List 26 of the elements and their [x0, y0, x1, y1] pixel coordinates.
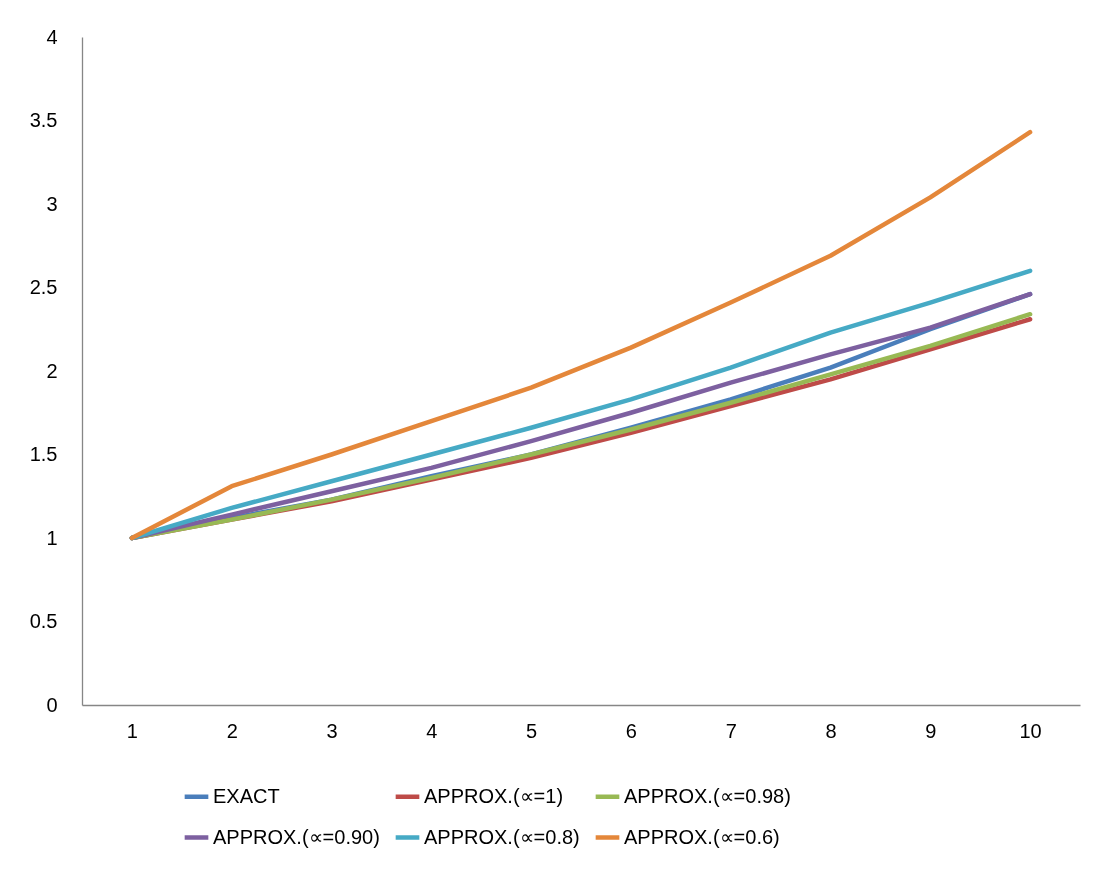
- legend-label: APPROX.(∝=0.98): [624, 784, 791, 807]
- x-tick-label: 2: [226, 719, 238, 742]
- legend-label: EXACT: [213, 784, 280, 807]
- x-tick-label: 5: [526, 719, 538, 742]
- legend-label: APPROX.(∝=0.6): [624, 825, 780, 848]
- x-tick-label: 9: [925, 719, 937, 742]
- y-tick-label: 1: [46, 526, 58, 549]
- y-tick-label: 3: [46, 192, 58, 215]
- x-tick-label: 3: [326, 719, 338, 742]
- x-tick-label: 4: [426, 719, 438, 742]
- legend-label: APPROX.(∝=0.8): [424, 825, 580, 848]
- y-tick-label: 2.5: [29, 276, 58, 298]
- legend-label: APPROX.(∝=1): [424, 784, 564, 807]
- line-series: [129, 129, 1033, 541]
- y-tick-label: 0.5: [29, 610, 58, 632]
- x-tick-label: 7: [725, 719, 737, 742]
- y-tick-label: 0: [46, 693, 58, 716]
- y-tick-label: 3.5: [29, 109, 58, 131]
- x-tick-label: 8: [825, 719, 837, 742]
- x-tick-label: 1: [126, 719, 138, 742]
- legend-label: APPROX.(∝=0.90): [213, 825, 380, 848]
- y-tick-label: 1.5: [29, 443, 58, 465]
- x-tick-label: 10: [1019, 719, 1042, 742]
- y-tick-label: 4: [46, 25, 58, 48]
- y-tick-label: 2: [46, 359, 58, 382]
- x-tick-label: 6: [625, 719, 637, 742]
